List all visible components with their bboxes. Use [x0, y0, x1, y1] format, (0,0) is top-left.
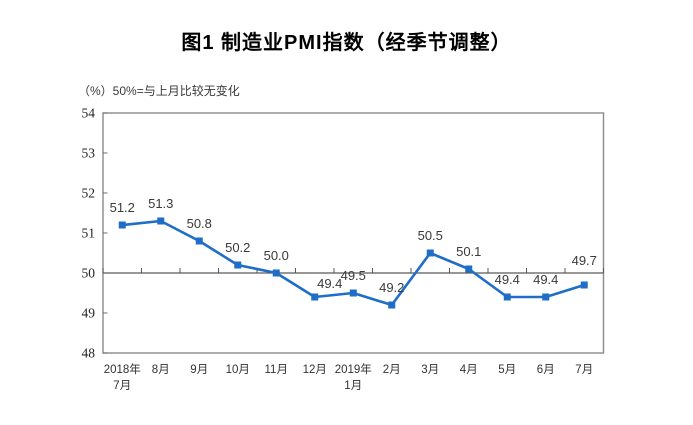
- plot-border: [102, 112, 605, 354]
- y-axis-label: 50: [82, 266, 96, 281]
- data-point-label: 50.0: [264, 248, 289, 263]
- x-axis-label: 5月: [498, 364, 516, 376]
- data-point-label: 50.1: [456, 244, 481, 259]
- x-axis-label: 6月: [537, 364, 555, 376]
- data-point-marker: [426, 249, 434, 257]
- data-point-marker: [580, 281, 588, 289]
- data-point-label: 49.2: [379, 280, 404, 295]
- data-point-label: 49.4: [495, 272, 520, 287]
- data-point-marker: [311, 293, 319, 301]
- y-axis-label: 53: [82, 146, 96, 161]
- data-point-label: 49.7: [572, 253, 597, 268]
- x-axis-label: 12月: [303, 364, 327, 376]
- data-point-marker: [157, 217, 165, 225]
- x-axis-label: 7月: [575, 364, 593, 376]
- y-axis-label: 51: [82, 226, 96, 241]
- data-point-marker: [234, 261, 242, 269]
- x-axis-label: 7月: [113, 380, 131, 392]
- data-point-marker: [349, 289, 357, 297]
- axis-unit-note: （%）50%=与上月比较无变化: [78, 84, 240, 98]
- data-point-marker: [388, 301, 396, 309]
- data-point-label: 51.2: [110, 200, 135, 215]
- data-point-marker: [118, 221, 126, 229]
- data-point-label: 49.4: [317, 276, 342, 291]
- x-axis-label: 11月: [265, 364, 288, 376]
- y-axis-label: 54: [82, 106, 96, 121]
- data-point-label: 50.8: [187, 216, 212, 231]
- data-point-label: 49.5: [341, 268, 366, 283]
- data-point-label: 51.3: [148, 196, 173, 211]
- data-point-marker: [272, 269, 280, 277]
- data-point-label: 49.4: [533, 272, 558, 287]
- data-point-marker: [465, 265, 473, 273]
- data-point-marker: [195, 237, 203, 245]
- x-axis-label: 3月: [421, 364, 439, 376]
- data-point-label: 50.2: [225, 240, 250, 255]
- data-point-label: 50.5: [418, 228, 443, 243]
- data-point-marker: [542, 293, 550, 301]
- y-axis-label: 48: [82, 346, 96, 361]
- x-axis-label: 10月: [226, 364, 250, 376]
- data-point-marker: [503, 293, 511, 301]
- x-axis-label: 2月: [383, 364, 401, 376]
- x-axis-label: 4月: [460, 364, 478, 376]
- chart-title: 图1 制造业PMI指数（经季节调整）: [181, 32, 512, 54]
- x-axis-label: 2018年: [104, 362, 141, 376]
- x-axis-label: 2019年: [335, 362, 372, 376]
- y-axis-label: 49: [82, 306, 96, 321]
- x-axis-label: 8月: [152, 364, 170, 376]
- x-axis-label: 1月: [344, 380, 362, 392]
- x-axis-label: 9月: [190, 364, 208, 376]
- y-axis-label: 52: [82, 186, 96, 201]
